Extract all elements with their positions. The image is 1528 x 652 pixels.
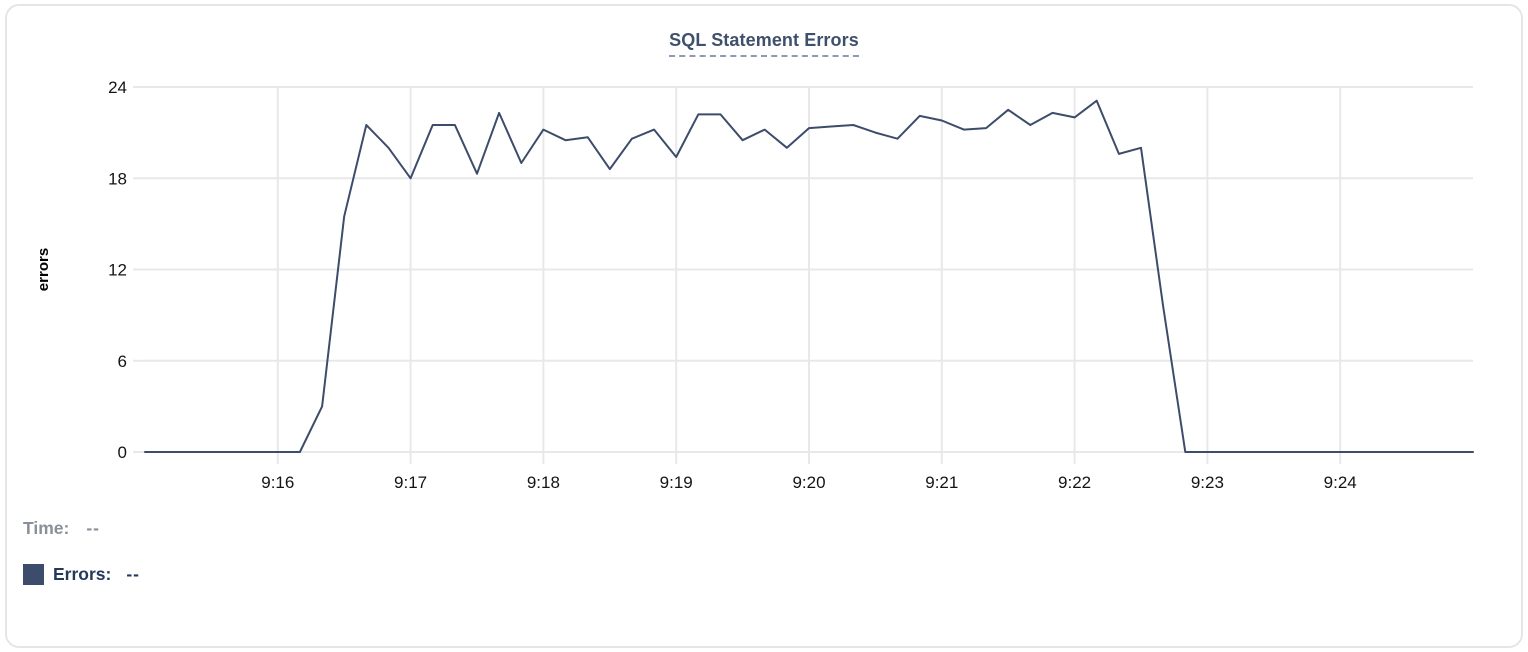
x-tick-label: 9:16	[261, 473, 294, 492]
x-tick-label: 9:21	[925, 473, 958, 492]
y-tick-label: 24	[108, 78, 127, 97]
x-tick-label: 9:17	[394, 473, 427, 492]
tooltip-errors-row: Errors: --	[23, 564, 140, 585]
chart-header: SQL Statement Errors	[7, 30, 1521, 57]
x-tick-label: 9:18	[527, 473, 560, 492]
errors-line-chart[interactable]: 0 6 12 18 24 9:16 9:17 9:18 9:19 9:20 9:21 9:22 9:23…	[5, 4, 1523, 507]
y-tick-label: 6	[118, 352, 127, 371]
tooltip-errors-label: Errors:	[53, 564, 112, 584]
x-tick-label: 9:22	[1058, 473, 1091, 492]
tooltip-errors-value: --	[126, 564, 141, 584]
y-tick-label: 12	[108, 261, 127, 280]
x-tick-label: 9:24	[1324, 473, 1357, 492]
tooltip-time-value: --	[86, 518, 101, 538]
y-axis-title: errors	[35, 248, 52, 291]
errors-series-swatch-icon	[23, 564, 44, 585]
chart-card: SQL Statement Errors 0 6 12 18 24 9:16 9:17 9:1…	[5, 4, 1523, 648]
tooltip-time-row: Time: --	[23, 518, 100, 539]
x-tick-label: 9:19	[660, 473, 693, 492]
chart-title[interactable]: SQL Statement Errors	[669, 30, 859, 57]
y-tick-label: 18	[108, 169, 127, 188]
y-tick-label: 0	[118, 443, 127, 462]
errors-series-line[interactable]	[144, 99, 1474, 453]
x-tick-label: 9:23	[1191, 473, 1224, 492]
x-tick-label: 9:20	[792, 473, 825, 492]
tooltip-time-label: Time:	[23, 518, 70, 538]
